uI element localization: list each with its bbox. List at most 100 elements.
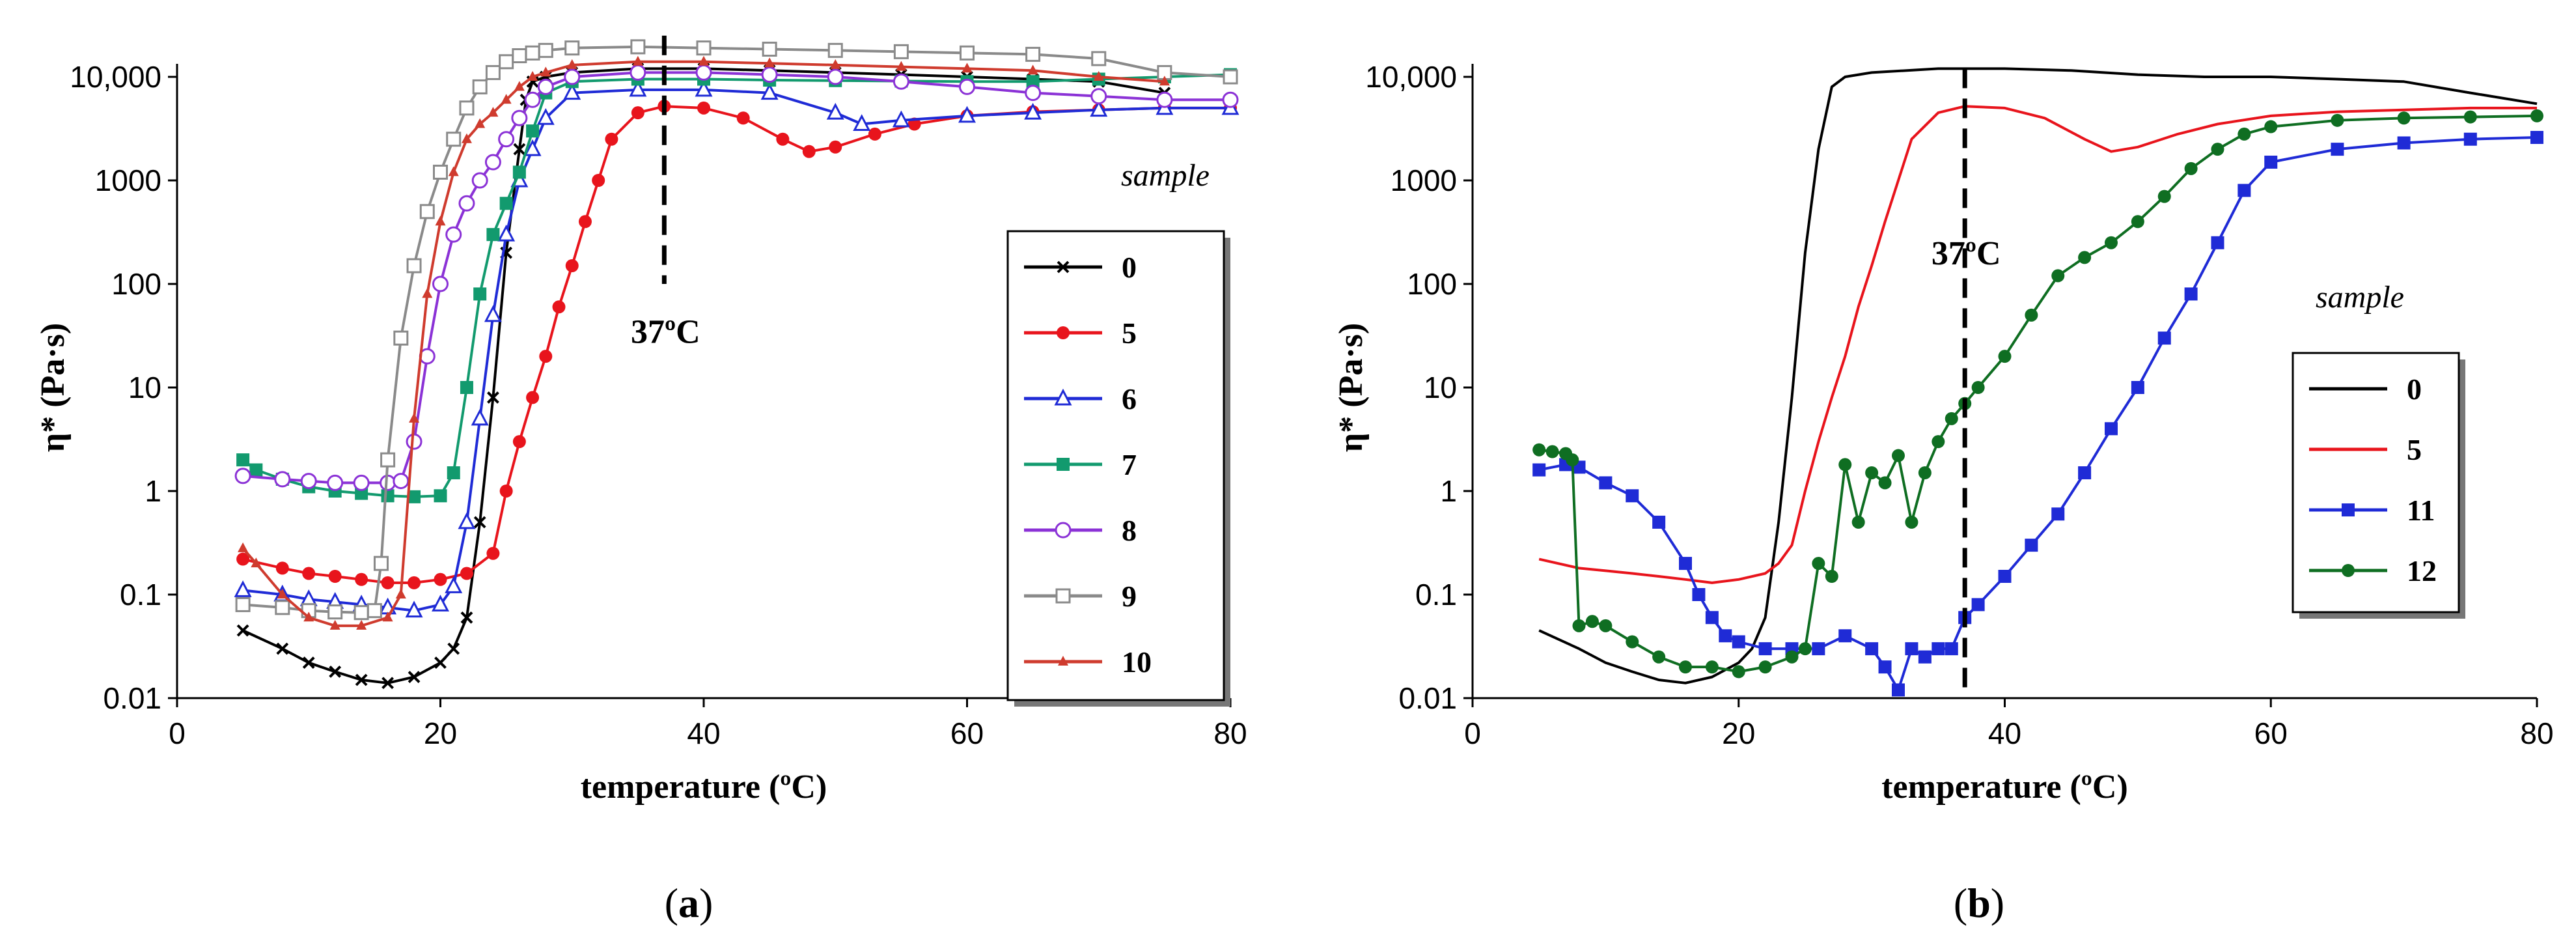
legend-marker	[2342, 564, 2355, 577]
data-point-8	[537, 78, 554, 95]
data-point-10	[1027, 64, 1038, 75]
data-point-9	[275, 600, 290, 615]
y-tick-label: 100	[1407, 267, 1457, 301]
legend-label: 12	[2407, 554, 2437, 587]
y-tick-label: 1000	[95, 163, 161, 197]
data-point-12	[2211, 143, 2224, 156]
y-tick-label: 10,000	[70, 60, 161, 94]
data-point-11	[2237, 184, 2251, 197]
data-point-11	[2078, 466, 2092, 480]
data-point-10	[422, 288, 433, 298]
data-point-8	[1090, 88, 1107, 105]
data-point-10	[329, 619, 340, 630]
data-point-12	[1851, 515, 1865, 529]
data-point-5	[408, 576, 421, 589]
data-point-11	[1905, 642, 1918, 656]
legend-item-0: 0	[2309, 373, 2422, 406]
series-6	[234, 79, 1240, 618]
data-point-9	[373, 556, 389, 571]
data-point-10	[382, 612, 393, 622]
data-point-8	[630, 64, 646, 81]
data-point-5	[776, 132, 790, 146]
data-point-9	[1025, 46, 1041, 62]
data-point-12	[1566, 453, 1579, 467]
data-point-12	[1812, 557, 1825, 570]
legend-item-12: 12	[2309, 554, 2437, 587]
data-point-7	[460, 381, 473, 394]
data-point-11	[1758, 642, 1772, 656]
data-point-12	[2463, 110, 2477, 124]
legend-item-9: 9	[1024, 580, 1137, 613]
data-point-9	[380, 452, 396, 468]
data-point-6	[484, 305, 502, 322]
data-point-12	[2025, 308, 2038, 322]
data-point-6	[405, 600, 423, 618]
data-point-9	[433, 164, 448, 180]
x-tick-label: 60	[2254, 716, 2288, 750]
data-point-12	[2397, 111, 2411, 125]
y-tick-label: 10,000	[1365, 60, 1457, 94]
data-point-11	[2211, 236, 2224, 249]
data-point-0	[473, 516, 486, 529]
data-point-11	[1865, 642, 1879, 656]
data-point-7	[486, 228, 500, 242]
data-point-10	[527, 71, 538, 81]
data-point-5	[802, 145, 816, 158]
data-point-12	[1798, 642, 1812, 656]
data-point-6	[958, 106, 976, 123]
data-point-5	[539, 350, 553, 363]
data-point-8	[445, 226, 462, 243]
data-point-11	[1679, 557, 1692, 570]
series-line-0	[1538, 67, 2538, 684]
data-point-0	[276, 642, 289, 655]
data-point-11	[1626, 489, 1639, 503]
data-point-6	[826, 102, 844, 120]
data-point-0	[236, 624, 249, 637]
y-tick-label: 1	[1440, 474, 1457, 508]
series-0	[1538, 67, 2538, 684]
data-point-10	[566, 59, 577, 69]
x-axis-title: temperature (ºC)	[581, 768, 827, 806]
legend-title: sample	[2316, 280, 2404, 315]
data-point-5	[355, 572, 368, 586]
legend-title: sample	[1121, 158, 1210, 193]
series-8	[234, 64, 1239, 491]
data-point-10	[896, 61, 907, 71]
data-point-11	[1732, 635, 1745, 649]
data-point-0	[447, 642, 460, 655]
data-point-6	[523, 139, 542, 156]
data-point-0	[486, 391, 499, 404]
data-point-7	[249, 463, 263, 477]
data-point-5	[605, 132, 618, 146]
data-point-11	[2157, 331, 2171, 345]
data-point-11	[1599, 476, 1613, 490]
x-tick-label: 40	[1988, 716, 2021, 750]
legend-marker	[1057, 326, 1070, 339]
data-point-9	[630, 39, 646, 55]
data-point-8	[761, 66, 778, 83]
x-tick-label: 40	[687, 716, 720, 750]
data-point-9	[446, 132, 462, 147]
data-point-6	[695, 79, 713, 97]
data-point-5	[302, 567, 316, 580]
data-point-7	[381, 489, 395, 503]
data-point-11	[1932, 642, 1945, 656]
data-point-5	[499, 485, 513, 498]
x-tick-label: 20	[1722, 716, 1755, 750]
data-point-12	[2105, 236, 2118, 249]
y-tick-label: 0.1	[120, 578, 161, 612]
data-point-12	[1679, 660, 1692, 674]
legend-label: 8	[1122, 514, 1137, 547]
data-point-8	[524, 91, 541, 108]
legend-item-11: 11	[2309, 494, 2435, 527]
data-point-12	[2331, 113, 2344, 127]
data-point-6	[445, 576, 463, 593]
data-point-6	[629, 79, 647, 97]
data-point-12	[1545, 445, 1559, 458]
legend-item-10: 10	[1024, 645, 1152, 679]
data-point-6	[497, 224, 516, 242]
panel-label-a: (a)	[665, 880, 713, 926]
legend-label: 10	[1122, 645, 1152, 679]
series-line-5	[1538, 105, 2537, 584]
data-point-11	[2397, 136, 2411, 150]
